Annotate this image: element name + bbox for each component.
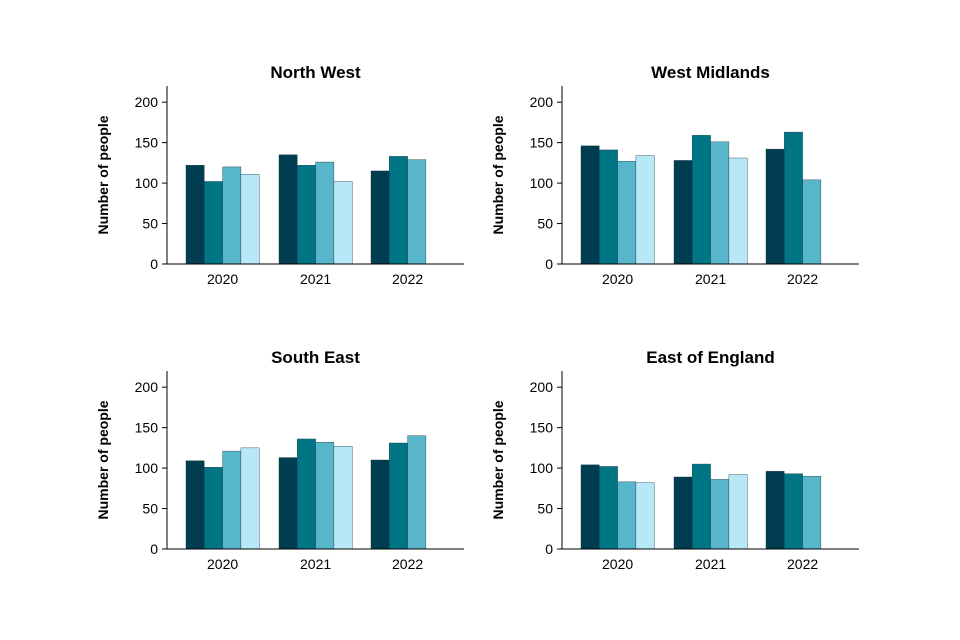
bar <box>333 446 353 550</box>
bar <box>278 154 298 265</box>
y-axis-label: Number of people <box>490 400 506 519</box>
bar <box>240 447 260 550</box>
bar <box>370 459 390 550</box>
chart-title: North West <box>270 63 361 82</box>
bar <box>333 181 353 265</box>
chart-panel: North West Number of people 2020 2021 2022 0 5… <box>95 63 464 287</box>
y-tick-label: 100 <box>135 175 159 191</box>
y-tick-label: 200 <box>530 379 554 395</box>
bar <box>802 475 822 550</box>
bar <box>370 170 390 265</box>
bar <box>240 173 260 265</box>
x-tick-label: 2020 <box>207 556 238 572</box>
chart-panel: East of England Number of people 2020 2021 2… <box>490 348 859 572</box>
x-tick-label: 2021 <box>300 556 331 572</box>
bar <box>802 179 822 265</box>
y-axis-label: Number of people <box>95 400 111 519</box>
y-tick-label: 50 <box>142 216 158 232</box>
bar <box>635 155 655 265</box>
y-tick-label: 0 <box>150 541 158 557</box>
chart-panel: South East Number of people 2020 2021 2022 0 5… <box>95 348 464 572</box>
chart-title: West Midlands <box>651 63 770 82</box>
bar <box>617 481 637 550</box>
bar <box>204 181 223 265</box>
bar <box>580 145 600 265</box>
chart-figure: North West Number of people 2020 2021 2022 0 5… <box>84 36 876 604</box>
y-tick-label: 150 <box>135 420 159 436</box>
x-tick-label: 2022 <box>787 556 818 572</box>
bar <box>389 156 408 265</box>
bar <box>580 464 600 550</box>
x-tick-label: 2020 <box>602 556 633 572</box>
bar <box>710 141 730 265</box>
y-tick-label: 200 <box>135 94 159 110</box>
bar <box>728 157 748 265</box>
bar <box>710 479 730 550</box>
x-tick-label: 2022 <box>787 271 818 287</box>
bar <box>784 473 803 550</box>
y-axis-label: Number of people <box>95 115 111 234</box>
bar <box>765 148 785 265</box>
x-tick-label: 2022 <box>392 556 423 572</box>
y-tick-label: 0 <box>150 256 158 272</box>
bar <box>222 166 242 265</box>
x-tick-label: 2020 <box>207 271 238 287</box>
bar <box>185 460 205 550</box>
bar <box>673 160 693 265</box>
chart-svg: North West Number of people 2020 2021 2022 0 5… <box>95 63 859 572</box>
y-tick-label: 150 <box>135 135 159 151</box>
y-tick-label: 100 <box>530 175 554 191</box>
bar <box>692 135 711 265</box>
bar <box>728 474 748 550</box>
bar <box>315 442 335 550</box>
bar <box>765 471 785 550</box>
chart-title: South East <box>271 348 360 367</box>
bar <box>297 165 316 265</box>
bar <box>599 466 618 550</box>
bar <box>389 442 408 550</box>
y-tick-label: 0 <box>545 256 553 272</box>
bar <box>297 438 316 550</box>
bar <box>204 467 223 550</box>
bar <box>185 165 205 265</box>
x-tick-label: 2021 <box>695 556 726 572</box>
chart-panel: West Midlands Number of people 2020 2021 202… <box>490 63 859 287</box>
bar <box>315 161 335 265</box>
y-tick-label: 200 <box>530 94 554 110</box>
bar <box>278 457 298 550</box>
y-tick-label: 100 <box>530 460 554 476</box>
y-tick-label: 150 <box>530 420 554 436</box>
y-tick-label: 0 <box>545 541 553 557</box>
bar <box>784 131 803 265</box>
bar <box>617 161 637 265</box>
bar <box>222 450 242 550</box>
x-tick-label: 2020 <box>602 271 633 287</box>
y-tick-label: 50 <box>537 501 553 517</box>
y-tick-label: 100 <box>135 460 159 476</box>
y-tick-label: 150 <box>530 135 554 151</box>
bar <box>407 159 427 265</box>
bar <box>599 149 618 265</box>
chart-title: East of England <box>646 348 774 367</box>
y-axis-label: Number of people <box>490 115 506 234</box>
bar <box>407 435 427 550</box>
x-tick-label: 2021 <box>300 271 331 287</box>
x-tick-label: 2021 <box>695 271 726 287</box>
y-tick-label: 50 <box>537 216 553 232</box>
bar <box>692 463 711 550</box>
bar <box>635 482 655 550</box>
bar <box>673 476 693 550</box>
y-tick-label: 50 <box>142 501 158 517</box>
x-tick-label: 2022 <box>392 271 423 287</box>
y-tick-label: 200 <box>135 379 159 395</box>
